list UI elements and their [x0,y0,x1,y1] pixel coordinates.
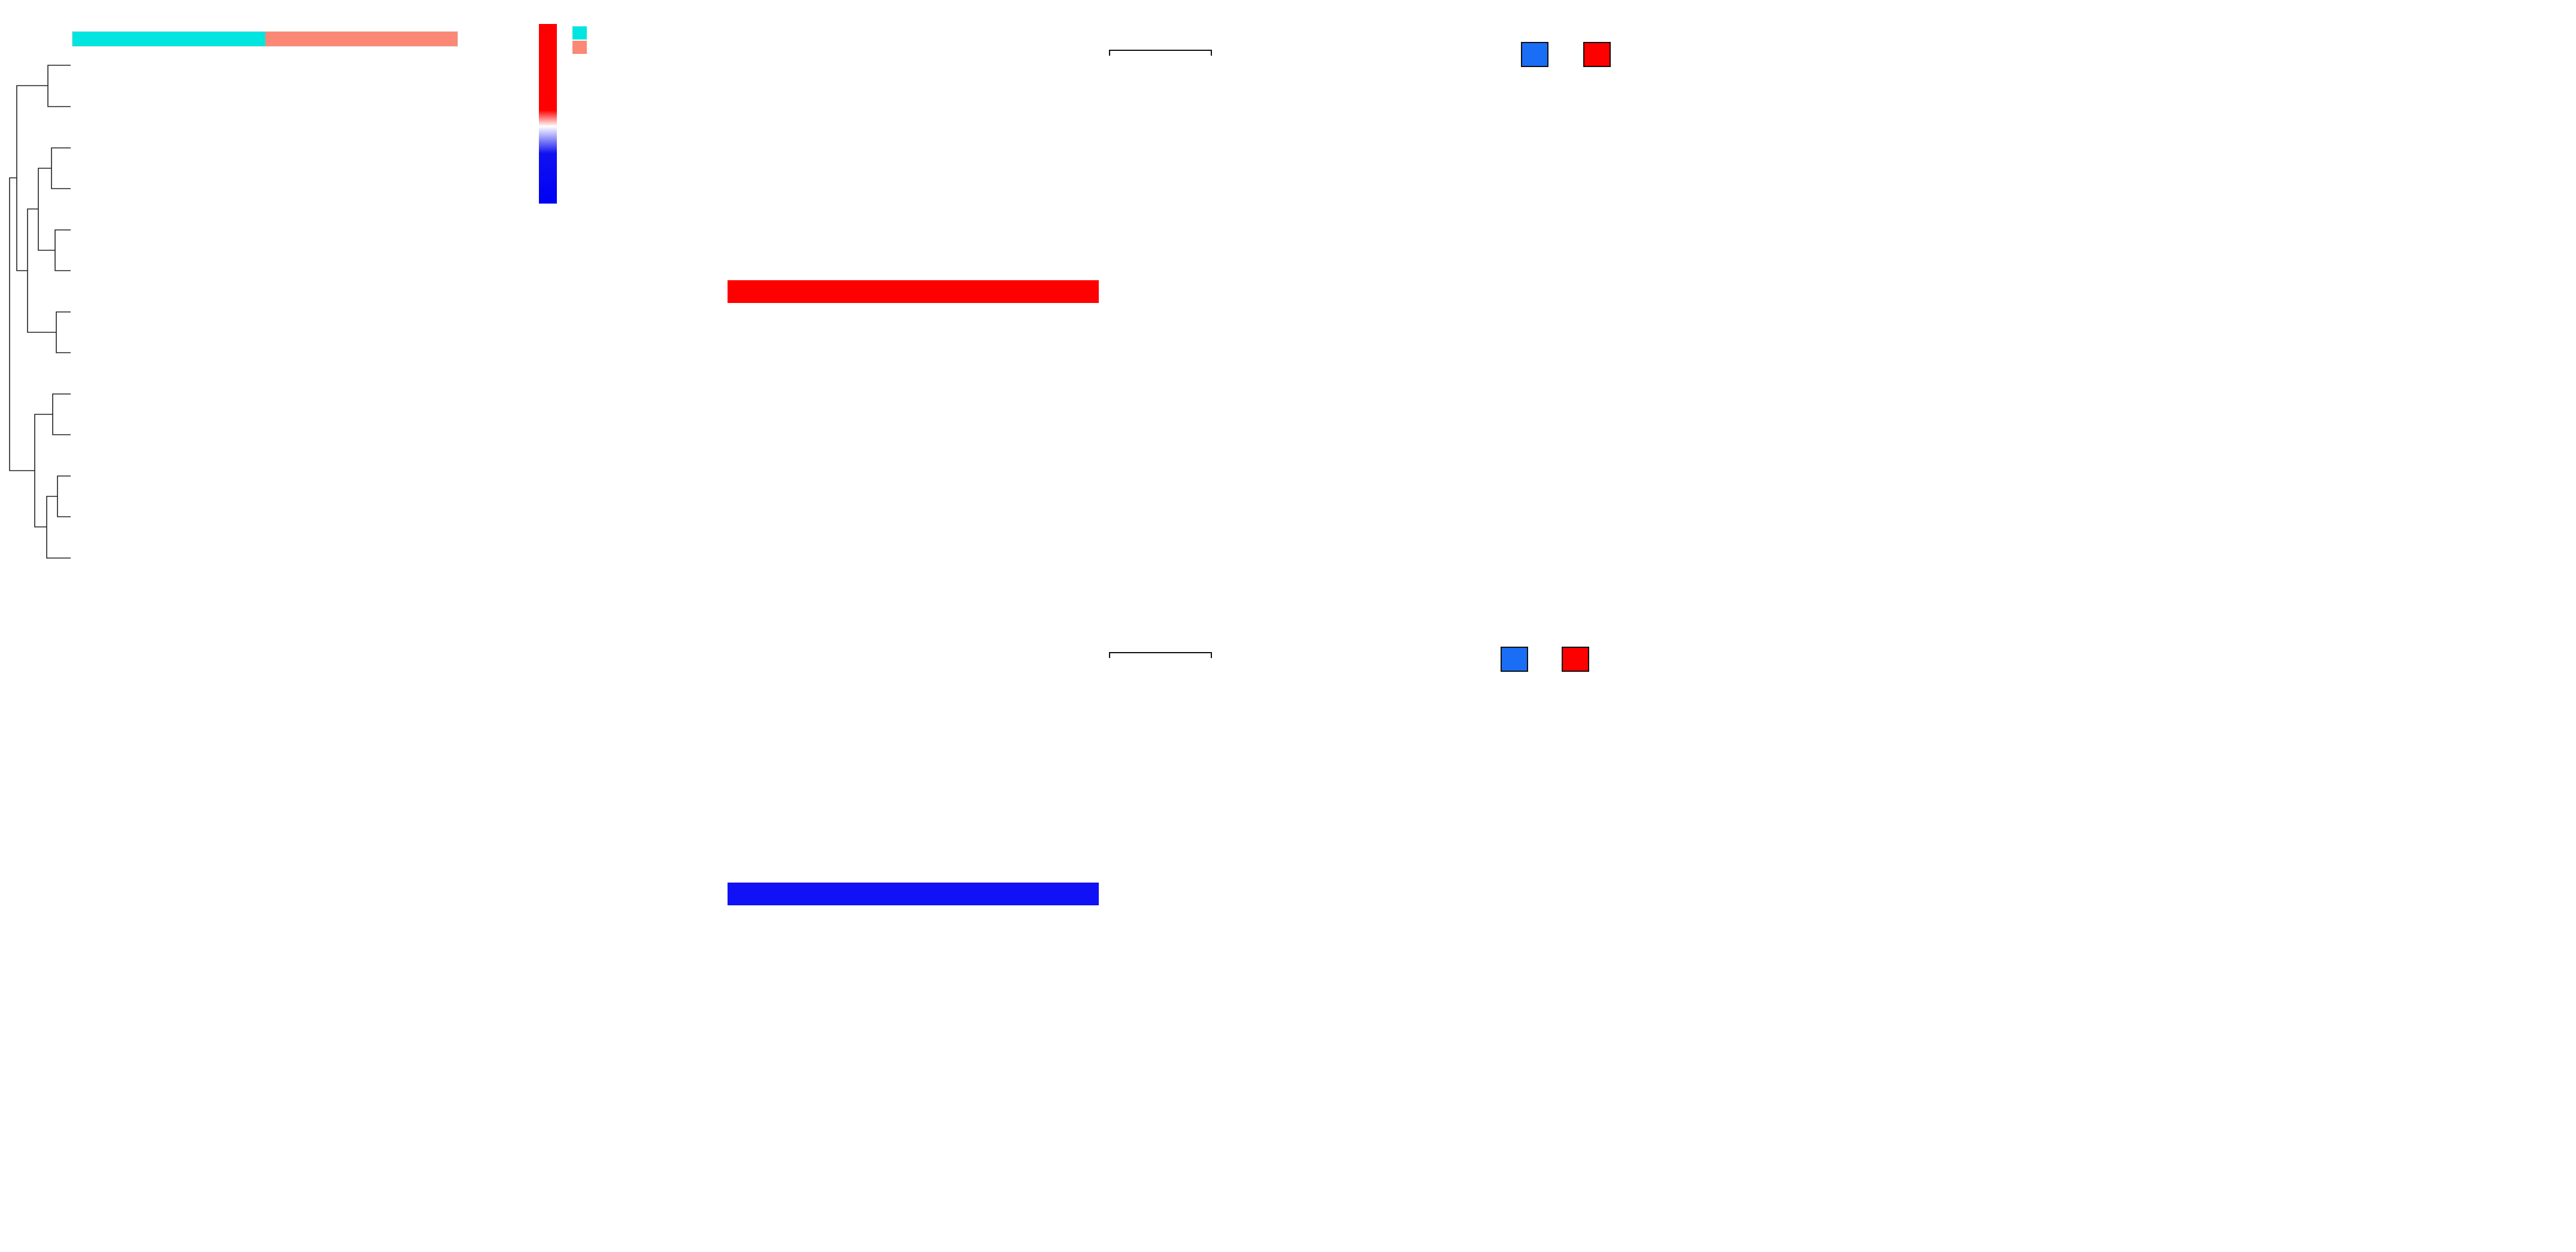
h-survival-curves [1941,659,2552,1168]
e-violin-plot [1467,90,1826,527]
panel-a-immune-heatmap [0,0,689,599]
f-legend-high-risk-swatch [1562,647,1589,672]
f-legend-low-risk-swatch [1501,647,1528,672]
panel-e-tmb-violin [1377,0,1832,599]
panel-d-oncoprint-low-risk [689,599,1377,1252]
gsea-curves [72,659,647,1006]
type-legend [572,24,590,55]
e-legend-high-risk-swatch [1583,42,1611,67]
heatmap-colorbar [539,24,557,204]
panel-f-tide-violin [1377,599,1832,1252]
panel-g-km-tmb [1832,0,2576,599]
legend-item-low-risk [572,26,590,40]
panel-b-gsea [0,599,689,1252]
e-legend [1521,42,1620,67]
immune-function-heatmap [72,48,458,578]
f-violin-plot [1467,698,1826,1165]
gene-hit-ticks [72,1099,647,1206]
c-bar-axis-bracket [1109,50,1212,56]
d-mutation-matrix [728,693,1099,879]
type-annotation-bar [72,31,458,47]
d-tmb-histogram [728,627,1099,690]
g-survival-curves [1941,42,2552,539]
e-legend-low-risk-swatch [1521,42,1548,67]
panel-h-km-tmb-risk [1832,599,2576,1252]
d-risk-bar [728,883,1099,905]
dendrogram [9,65,71,559]
panel-c-oncoprint-high-risk [689,0,1377,599]
c-mutation-matrix [728,91,1099,277]
d-bar-axis-bracket [1109,652,1212,658]
c-tmb-histogram [728,25,1099,88]
legend-item-high-risk [572,41,590,54]
high-risk-swatch [572,41,587,54]
f-legend [1489,647,1599,672]
low-risk-swatch [572,26,587,40]
c-risk-bar [728,280,1099,303]
